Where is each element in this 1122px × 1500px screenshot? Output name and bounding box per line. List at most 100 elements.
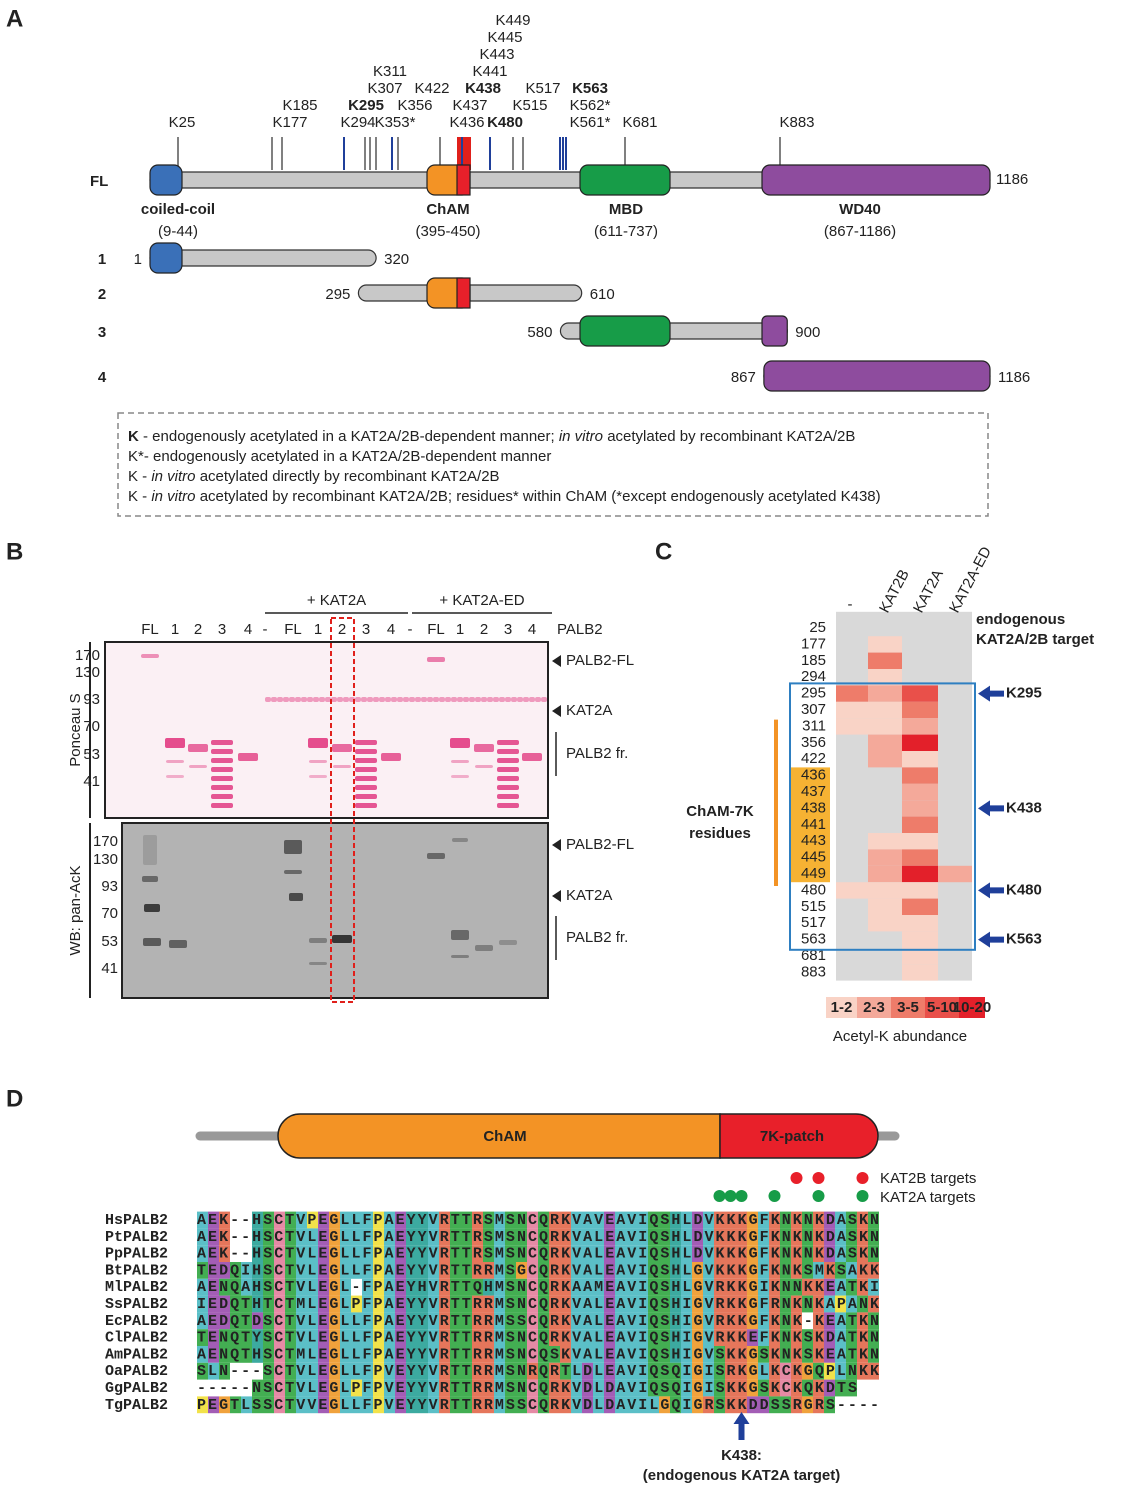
residue-bg	[252, 1396, 263, 1414]
blot-band	[497, 794, 519, 799]
scale-swatch	[857, 997, 891, 1018]
row-label: 443	[801, 832, 826, 849]
residue-bg	[208, 1346, 219, 1363]
heatmap-cell	[902, 947, 938, 965]
residue-bg	[725, 1329, 736, 1346]
residue-bg	[307, 1278, 318, 1296]
residue-bg	[241, 1312, 252, 1330]
domain-range: (9-44)	[158, 223, 198, 240]
residue-bg	[197, 1312, 208, 1330]
target-arrow	[978, 685, 1004, 702]
blot-band	[497, 758, 519, 763]
residue-bg	[362, 1362, 373, 1380]
residue-bg	[527, 1312, 538, 1330]
panel-label: B	[6, 538, 23, 565]
residue-bg	[439, 1346, 450, 1363]
mw-marker: 41	[101, 960, 118, 977]
blot-band	[391, 697, 397, 702]
blot-band	[309, 962, 327, 965]
scale-label: 3-5	[897, 999, 919, 1016]
heatmap-cell	[836, 701, 868, 719]
residue-bg	[219, 1211, 230, 1229]
residue-bg	[230, 1312, 241, 1330]
residue-bg	[758, 1346, 769, 1363]
residue-bg	[868, 1312, 879, 1330]
residue-bg	[780, 1278, 791, 1296]
residue-bg	[263, 1228, 274, 1246]
residue-bg	[439, 1262, 450, 1279]
residue-bg	[769, 1295, 780, 1313]
residue-bg	[571, 1346, 582, 1363]
residue-bg	[571, 1329, 582, 1346]
patch-box	[456, 277, 471, 309]
residue-bg	[747, 1262, 758, 1279]
scale-swatch	[959, 997, 985, 1018]
residue-bg	[725, 1295, 736, 1313]
domain-box	[579, 315, 671, 347]
residue-bg	[824, 1346, 835, 1363]
residue-bg	[714, 1346, 725, 1363]
lane-label: FL	[427, 621, 445, 638]
residue-bg	[637, 1346, 648, 1363]
residue-bg	[846, 1312, 857, 1330]
residue-bg	[373, 1346, 384, 1363]
domain-box	[579, 164, 671, 196]
residue-bg	[406, 1211, 417, 1229]
residue-bg	[318, 1228, 329, 1246]
blot-band	[474, 744, 494, 752]
residue-bg	[857, 1295, 868, 1313]
residue-bg	[791, 1245, 802, 1262]
blot-band	[451, 697, 457, 702]
residue-bg	[340, 1228, 351, 1246]
residue-bg	[703, 1362, 714, 1380]
residue-bg	[527, 1295, 538, 1313]
site-label: K295	[348, 97, 384, 114]
residue-bg	[648, 1262, 659, 1279]
residue-bg	[769, 1379, 780, 1397]
residue-bg	[318, 1245, 329, 1262]
residue-bg	[747, 1312, 758, 1330]
residue-bg	[571, 1228, 582, 1246]
residue-bg	[285, 1262, 296, 1279]
legend-text: acetylated by recombinant KAT2A/2B	[603, 428, 855, 445]
residue-bg	[395, 1262, 406, 1279]
residue-bg	[681, 1346, 692, 1363]
blot-band	[421, 697, 427, 702]
residue-bg	[538, 1312, 549, 1330]
scale-label: 10-20	[953, 999, 991, 1016]
legend-line: K - in vitro acetylated by recombinant K…	[128, 488, 881, 505]
residue-bg	[263, 1262, 274, 1279]
residue-bg	[703, 1379, 714, 1397]
residue-bg	[516, 1262, 527, 1279]
residue-bg	[703, 1396, 714, 1414]
domain-label: 7K-patch	[760, 1128, 824, 1145]
residue-bg	[604, 1228, 615, 1246]
residue-bg	[263, 1295, 274, 1313]
residue-bg	[549, 1228, 560, 1246]
blot-band	[409, 697, 415, 702]
residue-bg	[725, 1346, 736, 1363]
residue-bg	[417, 1379, 428, 1397]
residue-bg	[252, 1245, 263, 1262]
residue-bg	[252, 1278, 263, 1296]
residue-bg	[439, 1362, 450, 1380]
blot-band	[475, 697, 481, 702]
residue-bg	[318, 1312, 329, 1330]
site-label: K438	[465, 80, 501, 97]
residue-bg	[307, 1346, 318, 1363]
residue-bg	[604, 1262, 615, 1279]
residue-bg	[439, 1312, 450, 1330]
residue-bg	[395, 1312, 406, 1330]
residue-bg	[483, 1396, 494, 1414]
domain-range: (867-1186)	[824, 223, 896, 240]
residue-bg	[560, 1228, 571, 1246]
residue-bg	[208, 1245, 219, 1262]
residue-bg	[351, 1312, 362, 1330]
residue-bg	[835, 1329, 846, 1346]
mw-marker: 53	[83, 746, 100, 763]
residue-bg	[307, 1362, 318, 1380]
residue-bg	[461, 1362, 472, 1380]
blot-band	[355, 785, 377, 790]
blot-band	[493, 697, 499, 702]
